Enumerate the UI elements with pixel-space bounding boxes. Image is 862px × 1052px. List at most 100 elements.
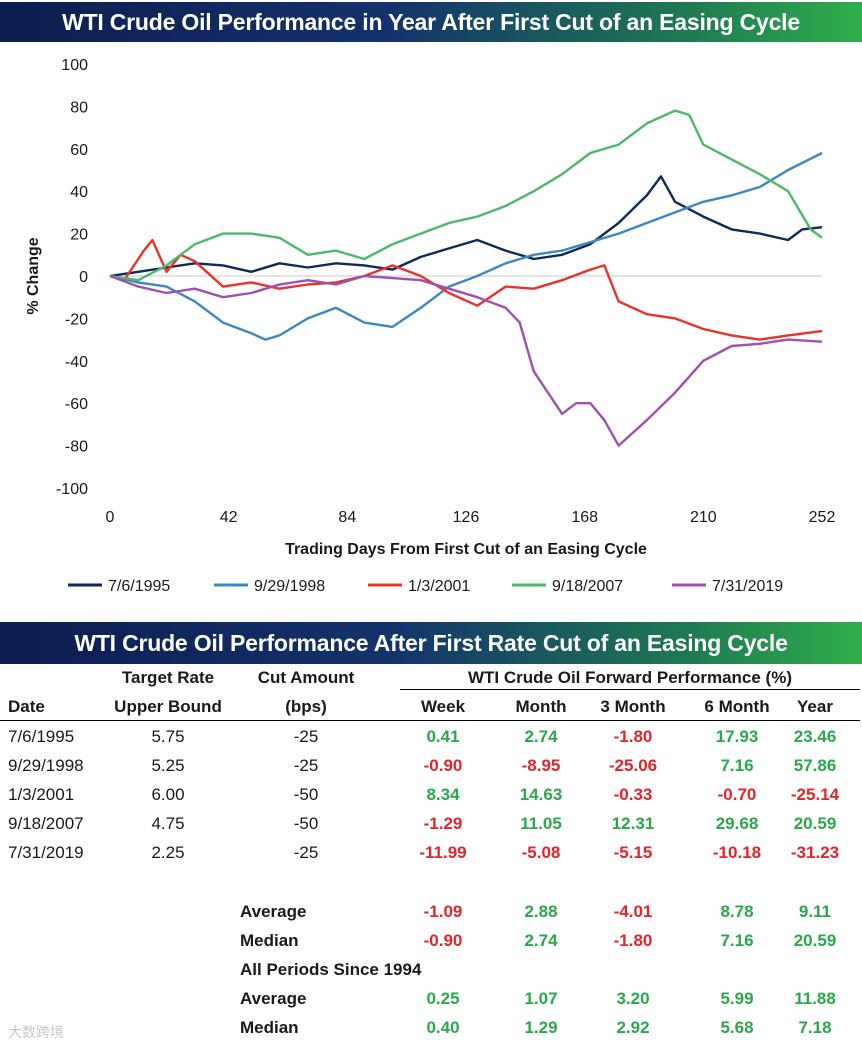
y-tick-label: -20 [65,311,88,328]
since-value-month6: 5.68 [720,1018,754,1037]
since-label: Median [240,1018,299,1037]
header-year: Year [797,697,833,716]
header-cut-amount: Cut Amount [257,668,355,687]
row-date: 7/6/1995 [8,727,75,746]
y-tick-label: 20 [70,227,88,244]
row-cut-amount: -50 [293,814,319,833]
legend-label: 7/31/2019 [712,578,783,595]
summary-value-month3: -4.01 [613,902,653,921]
row-value-month3: -1.80 [613,727,653,746]
summary-label: Average [240,902,307,921]
header-divider [400,689,860,690]
since-value-month: 1.07 [524,989,558,1008]
row-target-rate: 5.75 [151,727,185,746]
since-1994-label: All Periods Since 1994 [240,960,422,979]
row-value-year: 57.86 [793,756,837,775]
y-tick-label: -40 [65,354,88,371]
since-value-month3: 3.20 [616,989,650,1008]
row-value-year: -31.23 [790,843,840,862]
row-cut-amount: -25 [293,756,319,775]
header-forward-performance: WTI Crude Oil Forward Performance (%) [468,668,792,687]
x-tick-label: 84 [338,509,356,526]
since-value-month: 1.29 [524,1018,558,1037]
row-date: 1/3/2001 [8,785,75,804]
row-target-rate: 4.75 [151,814,185,833]
row-value-month: 11.05 [520,814,562,833]
row-value-month6: 7.16 [720,756,754,775]
chart-legend: 7/6/1995 9/29/1998 1/3/2001 9/18/2007 7/31/2… [68,578,783,595]
summary-value-year: 20.59 [793,931,837,950]
chart-title-banner: WTI Crude Oil Performance in Year After … [0,2,862,42]
header-bps: (bps) [285,697,327,716]
y-tick-label: 60 [70,142,88,159]
summary-label: Median [240,931,299,950]
row-value-month: -5.08 [521,843,561,862]
header-month: Month [515,697,567,716]
series-line-9-18-2007 [109,109,823,282]
row-cut-amount: -25 [293,843,319,862]
summary-value-week: -1.09 [423,902,463,921]
summary-value-month3: -1.80 [613,931,653,950]
row-value-week: 0.41 [426,727,460,746]
x-axis-label: Trading Days From First Cut of an Easing… [285,541,647,558]
since-label: Average [240,989,307,1008]
row-value-week: -1.29 [423,814,463,833]
legend-label: 1/3/2001 [408,578,470,595]
summary-value-year: 9.11 [798,902,832,921]
row-value-year: 20.59 [793,814,837,833]
row-value-week: -0.90 [423,756,463,775]
summary-value-month: 2.88 [524,902,558,921]
row-date: 7/31/2019 [8,843,84,862]
y-tick-label: -100 [56,481,88,498]
y-tick-label: -60 [65,396,88,413]
x-tick-label: 210 [690,509,717,526]
row-value-month3: -0.33 [613,785,653,804]
y-tick-label: -80 [65,439,88,456]
row-value-week: -11.99 [419,843,467,862]
row-target-rate: 6.00 [151,785,185,804]
row-target-rate: 2.25 [151,843,185,862]
row-value-year: 23.46 [793,727,837,746]
row-value-month: -8.95 [521,756,561,775]
y-axis-label: % Change [25,237,42,314]
y-tick-label: 0 [79,269,88,286]
since-value-month3: 2.92 [616,1018,650,1037]
row-target-rate: 5.25 [151,756,185,775]
x-tick-label: 42 [220,509,238,526]
series-line-9-29-1998 [109,151,823,341]
y-tick-label: 40 [70,184,88,201]
row-value-month6: -10.18 [712,843,762,862]
legend-label: 9/29/1998 [254,578,325,595]
row-value-month6: -0.70 [717,785,757,804]
summary-value-month6: 7.16 [720,931,754,950]
y-tick-label: 80 [70,99,88,116]
x-tick-label: 168 [571,509,598,526]
series-line-7-6-1995 [109,175,823,278]
row-cut-amount: -50 [293,785,319,804]
row-value-month3: -25.06 [608,756,658,775]
row-date: 9/18/2007 [8,814,84,833]
header-upper-bound: Upper Bound [114,697,222,716]
y-tick-label: 100 [61,57,88,74]
watermark-logo: 大数跨境 [8,1024,64,1040]
summary-value-week: -0.90 [423,931,463,950]
row-value-year: -25.14 [790,785,840,804]
since-value-week: 0.25 [426,989,460,1008]
since-value-year: 11.88 [794,989,836,1008]
header-divider [0,720,860,721]
since-value-week: 0.40 [426,1018,460,1037]
legend-label: 9/18/2007 [552,578,623,595]
table-title-banner: WTI Crude Oil Performance After First Ra… [0,622,862,664]
row-cut-amount: -25 [293,727,319,746]
summary-value-month6: 8.78 [720,902,754,921]
row-value-month: 2.74 [524,727,558,746]
header-date: Date [8,697,45,716]
row-value-month: 14.63 [519,785,563,804]
series-line-7-31-2019 [109,274,823,447]
row-value-month6: 17.93 [715,727,759,746]
summary-value-month: 2.74 [524,931,558,950]
x-tick-label: 0 [106,509,115,526]
row-value-week: 8.34 [426,785,460,804]
row-date: 9/29/1998 [8,756,84,775]
header-target-rate: Target Rate [121,668,215,687]
